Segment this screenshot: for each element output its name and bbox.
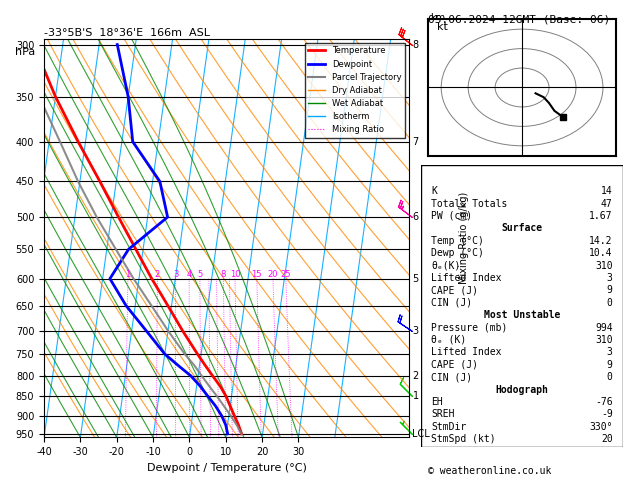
Text: 0: 0 bbox=[607, 298, 613, 308]
Text: Lifted Index: Lifted Index bbox=[431, 273, 502, 283]
Text: 0: 0 bbox=[607, 372, 613, 382]
Text: K: K bbox=[431, 186, 437, 196]
Text: Hodograph: Hodograph bbox=[496, 384, 548, 395]
Text: 330°: 330° bbox=[589, 422, 613, 432]
Legend: Temperature, Dewpoint, Parcel Trajectory, Dry Adiabat, Wet Adiabat, Isotherm, Mi: Temperature, Dewpoint, Parcel Trajectory… bbox=[305, 43, 404, 138]
Text: SREH: SREH bbox=[431, 409, 455, 419]
Text: 25: 25 bbox=[281, 270, 291, 278]
Text: CIN (J): CIN (J) bbox=[431, 372, 472, 382]
Text: LCL: LCL bbox=[413, 429, 430, 439]
Text: θₑ (K): θₑ (K) bbox=[431, 335, 467, 345]
Text: 9: 9 bbox=[607, 360, 613, 370]
Text: PW (cm): PW (cm) bbox=[431, 211, 472, 221]
Text: © weatheronline.co.uk: © weatheronline.co.uk bbox=[428, 466, 551, 476]
Text: 14.2: 14.2 bbox=[589, 236, 613, 246]
Text: CAPE (J): CAPE (J) bbox=[431, 360, 479, 370]
Text: km
ASL: km ASL bbox=[429, 13, 447, 35]
Text: 2: 2 bbox=[155, 270, 160, 278]
Text: 20: 20 bbox=[601, 434, 613, 444]
Text: -9: -9 bbox=[601, 409, 613, 419]
Text: 20: 20 bbox=[268, 270, 278, 278]
Text: 47: 47 bbox=[601, 198, 613, 208]
Text: 994: 994 bbox=[595, 323, 613, 332]
Text: kt: kt bbox=[437, 22, 448, 33]
Text: Temp (°C): Temp (°C) bbox=[431, 236, 484, 246]
Text: Surface: Surface bbox=[501, 223, 543, 233]
Text: Dewp (°C): Dewp (°C) bbox=[431, 248, 484, 258]
Text: 3: 3 bbox=[413, 326, 419, 336]
Text: 9: 9 bbox=[607, 285, 613, 295]
Text: 6: 6 bbox=[413, 212, 419, 222]
Text: hPa: hPa bbox=[15, 47, 35, 57]
Text: 14: 14 bbox=[601, 186, 613, 196]
Text: 3: 3 bbox=[607, 347, 613, 357]
Text: Most Unstable: Most Unstable bbox=[484, 310, 560, 320]
Text: 310: 310 bbox=[595, 335, 613, 345]
Text: CAPE (J): CAPE (J) bbox=[431, 285, 479, 295]
Text: 4: 4 bbox=[187, 270, 192, 278]
Text: Mixing Ratio (g/kg): Mixing Ratio (g/kg) bbox=[459, 192, 469, 284]
Text: 8: 8 bbox=[221, 270, 226, 278]
Text: StmSpd (kt): StmSpd (kt) bbox=[431, 434, 496, 444]
Text: 3: 3 bbox=[607, 273, 613, 283]
Text: EH: EH bbox=[431, 397, 443, 407]
X-axis label: Dewpoint / Temperature (°C): Dewpoint / Temperature (°C) bbox=[147, 463, 306, 473]
Text: 8: 8 bbox=[413, 39, 419, 50]
Text: 5: 5 bbox=[198, 270, 203, 278]
Text: Lifted Index: Lifted Index bbox=[431, 347, 502, 357]
Text: 15: 15 bbox=[252, 270, 262, 278]
Text: Totals Totals: Totals Totals bbox=[431, 198, 508, 208]
Text: CIN (J): CIN (J) bbox=[431, 298, 472, 308]
Text: 5: 5 bbox=[413, 274, 419, 284]
Text: 310: 310 bbox=[595, 260, 613, 271]
Text: 1: 1 bbox=[125, 270, 131, 278]
Text: 10.4: 10.4 bbox=[589, 248, 613, 258]
Text: -33°5B'S  18°36'E  166m  ASL: -33°5B'S 18°36'E 166m ASL bbox=[44, 28, 210, 38]
Text: StmDir: StmDir bbox=[431, 422, 467, 432]
Text: 2: 2 bbox=[413, 371, 419, 381]
Text: 10: 10 bbox=[230, 270, 240, 278]
Text: 7: 7 bbox=[413, 137, 419, 147]
Text: 3: 3 bbox=[173, 270, 179, 278]
Text: 1: 1 bbox=[413, 391, 419, 401]
Text: 1.67: 1.67 bbox=[589, 211, 613, 221]
Text: -76: -76 bbox=[595, 397, 613, 407]
Text: 05.06.2024 12GMT (Base: 06): 05.06.2024 12GMT (Base: 06) bbox=[428, 15, 610, 25]
Text: θₑ(K): θₑ(K) bbox=[431, 260, 461, 271]
Text: Pressure (mb): Pressure (mb) bbox=[431, 323, 508, 332]
